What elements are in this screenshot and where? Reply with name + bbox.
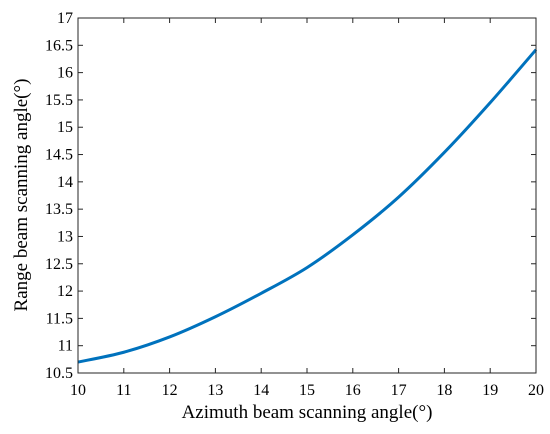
x-tick-label: 19 xyxy=(482,382,498,399)
x-tick-label: 16 xyxy=(345,382,361,399)
x-tick-label: 17 xyxy=(391,382,407,399)
y-tick-label: 12.5 xyxy=(45,256,73,273)
x-tick-label: 18 xyxy=(436,382,452,399)
y-axis-title: Range beam scanning angle(°) xyxy=(11,79,32,312)
x-tick-label: 12 xyxy=(162,382,178,399)
y-tick-label: 16 xyxy=(57,65,73,82)
y-tick-label: 11.5 xyxy=(46,310,73,327)
x-tick-label: 14 xyxy=(253,382,269,399)
y-tick-label: 13 xyxy=(57,228,73,245)
y-tick-label: 15.5 xyxy=(45,92,73,109)
x-tick-label: 11 xyxy=(116,382,131,399)
series-line xyxy=(77,48,538,364)
y-tick-label: 17 xyxy=(57,10,73,27)
x-tick-label: 10 xyxy=(70,382,86,399)
y-tick-label: 14.5 xyxy=(45,147,73,164)
labels-layer: 10 11 12 13 14 15 16 17 18 19 20 10.5 11 11.5 12 12.5 13… xyxy=(45,10,544,399)
x-tick-label: 13 xyxy=(207,382,223,399)
plot-area xyxy=(78,18,536,373)
plot-frame xyxy=(77,17,537,374)
y-tick-label: 10.5 xyxy=(45,365,73,382)
y-tick-label: 15 xyxy=(57,119,73,136)
y-tick-label: 12 xyxy=(57,283,73,300)
x-axis-title: Azimuth beam scanning angle(°) xyxy=(182,402,433,423)
x-tick-label: 15 xyxy=(299,382,315,399)
y-tick-label: 16.5 xyxy=(45,37,73,54)
y-tick-label: 13.5 xyxy=(45,201,73,218)
x-tick-label: 20 xyxy=(528,382,544,399)
y-tick-label: 14 xyxy=(57,174,73,191)
series-layer xyxy=(77,48,538,364)
y-tick-label: 11 xyxy=(58,338,73,355)
